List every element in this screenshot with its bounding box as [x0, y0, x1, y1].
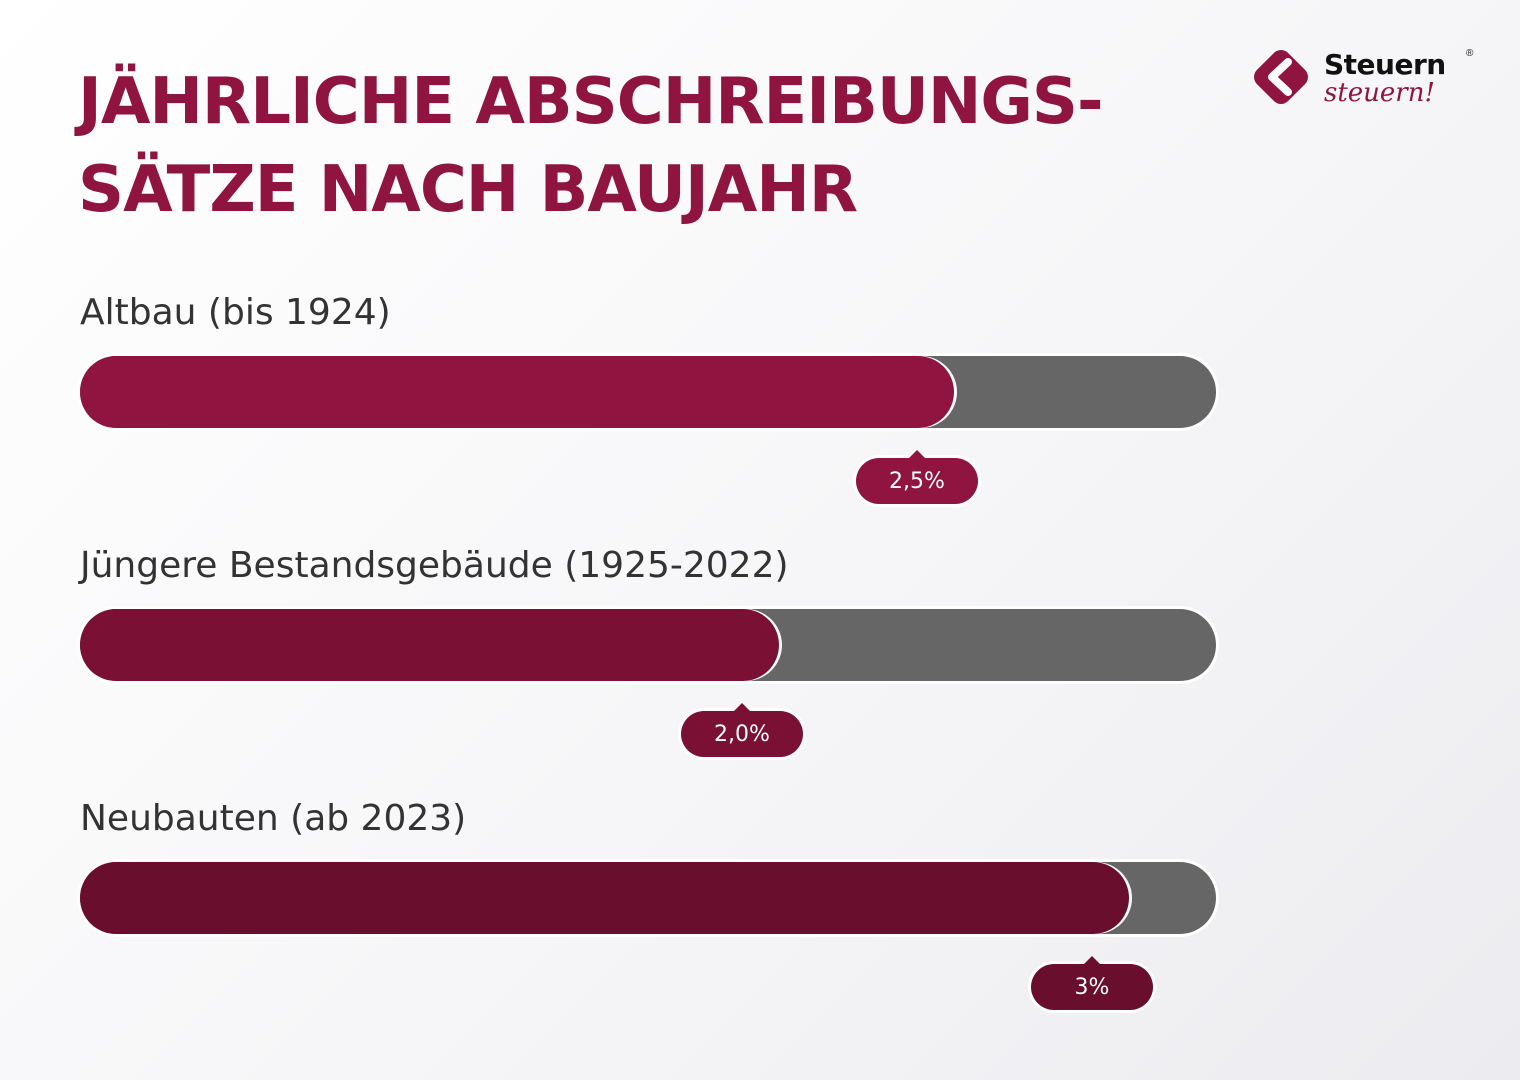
- bar-fill: [80, 356, 954, 428]
- bar-track: [80, 862, 1216, 934]
- logo-diamond-icon: [1254, 50, 1308, 104]
- chart-title-line-2: SÄTZE NACH BAUJAHR: [78, 153, 858, 227]
- chart-title-line-1: JÄHRLICHE ABSCHREIBUNGS-: [78, 65, 1104, 139]
- category-label: Neubauten (ab 2023): [80, 798, 467, 839]
- logo-word-steuern-script: steuern!: [1324, 78, 1435, 108]
- bar-fill: [80, 609, 779, 681]
- bar-track: [80, 609, 1216, 681]
- logo-word-steuern: Steuern: [1324, 48, 1446, 81]
- category-label: Jüngere Bestandsgebäude (1925-2022): [80, 545, 789, 586]
- bar-fill: [80, 862, 1129, 934]
- value-label: 2,5%: [856, 450, 978, 504]
- value-label: 3%: [1031, 956, 1153, 1010]
- logo-registered-mark: ®: [1466, 48, 1474, 59]
- value-label: 2,0%: [681, 703, 803, 757]
- brand-logo: Steuern ® steuern!: [1248, 44, 1480, 114]
- category-label: Altbau (bis 1924): [80, 292, 391, 333]
- bar-track: [80, 356, 1216, 428]
- chart-title: JÄHRLICHE ABSCHREIBUNGS- SÄTZE NACH BAUJ…: [78, 58, 1104, 234]
